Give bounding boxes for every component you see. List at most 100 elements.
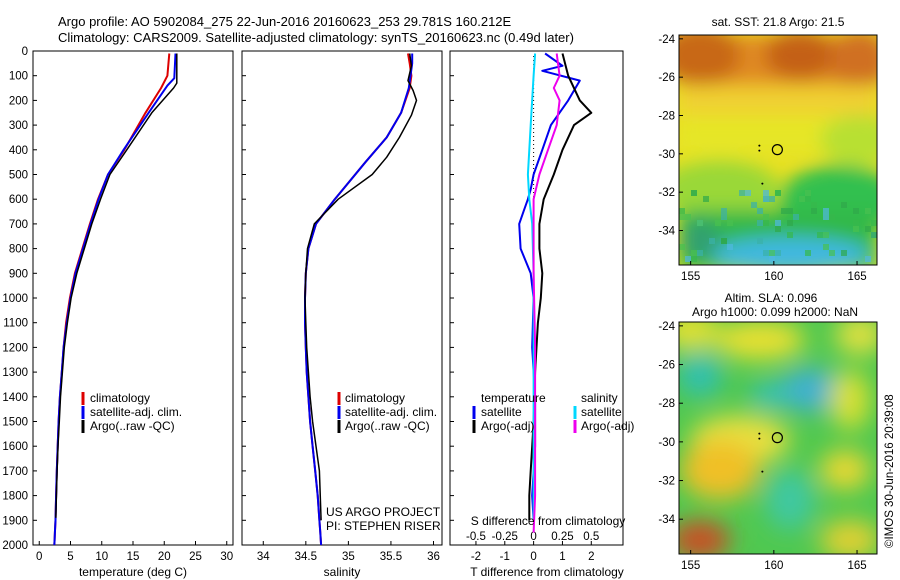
header-line-1: Argo profile: AO 5902084_275 22-Jun-2016… [58, 14, 512, 29]
sst-pixel [763, 190, 769, 196]
x-tick-label-secondary: 0 [530, 531, 536, 543]
x-tick-label: 5 [67, 551, 73, 563]
sst-pixel [703, 196, 709, 202]
y-tick-label: 1700 [2, 466, 28, 478]
y-tick-label: 500 [9, 170, 28, 182]
legend-label-sal-argo: Argo(-adj) [581, 419, 634, 433]
series-line [304, 53, 413, 546]
series-line [53, 53, 177, 546]
sst-pixel [805, 196, 811, 202]
x-tick-label: 30 [220, 551, 233, 563]
x-tick-label: 10 [95, 551, 108, 563]
track-dot [758, 432, 761, 435]
series-line [532, 53, 561, 533]
sla-map-axes: 155 160 165 -24 -26 -28 -30 -32 -34 [658, 321, 866, 572]
sst-pixels [679, 190, 877, 262]
series-line [526, 53, 537, 521]
x-tick-label: 0 [530, 551, 536, 563]
sst-pixel [679, 208, 685, 214]
salinity-panel-frame [241, 50, 443, 546]
sst-pixel [763, 220, 769, 226]
x-tick-label: 160 [764, 271, 783, 283]
sla-map-frame [678, 321, 878, 555]
x-tick-label: 36 [427, 551, 440, 563]
sst-pixel [697, 250, 703, 256]
y-tick-label: 1500 [2, 417, 28, 429]
y-tick-label: 1000 [2, 293, 28, 305]
x-tick-label: 34.5 [295, 551, 317, 563]
x-tick-label: 155 [681, 271, 700, 283]
sst-pixel [757, 220, 763, 226]
sst-pixel [691, 190, 697, 196]
sst-pixel [727, 244, 733, 250]
sst-map [679, 35, 877, 265]
x-tick-label: 35 [342, 551, 355, 563]
track-dot [758, 437, 761, 440]
sst-pixel [679, 244, 685, 250]
x-tick-label: 15 [127, 551, 140, 563]
temperature-legend: climatology satellite-adj. clim. Argo(..… [81, 391, 182, 433]
legend-label-satellite: satellite-adj. clim. [345, 405, 437, 419]
sst-pixel [781, 208, 787, 214]
sst-pixel [871, 232, 877, 238]
y-tick-label: -24 [658, 321, 675, 333]
sst-pixel [709, 238, 715, 244]
sst-pixel [679, 214, 685, 220]
series-line [518, 52, 581, 521]
x-tick-label-secondary: -0.5 [466, 531, 486, 543]
series-line [55, 53, 178, 518]
sst-pixel [865, 208, 871, 214]
series-line [528, 53, 593, 521]
sst-pixel [775, 226, 781, 232]
y-tick-label: 100 [9, 71, 28, 83]
sst-pixel [805, 250, 811, 256]
y-tick-label: 1900 [2, 515, 28, 527]
sst-pixel [871, 220, 877, 226]
y-tick-label: -26 [658, 72, 675, 84]
sst-pixel [751, 202, 757, 208]
sst-pixel [865, 256, 871, 262]
project-credit: US ARGO PROJECT [326, 505, 441, 519]
sst-pixel [763, 250, 769, 256]
salinity-legend: climatology satellite-adj. clim. Argo(..… [337, 391, 437, 433]
sst-pixel [745, 190, 751, 196]
x-tick-label: 34 [257, 551, 270, 563]
sst-pixel [769, 196, 775, 202]
y-tick-label: 400 [9, 145, 28, 157]
sst-pixel [769, 250, 775, 256]
legend-label-argo: Argo(..raw -QC) [345, 419, 430, 433]
sst-pixel [775, 190, 781, 196]
y-tick-label: 0 [22, 46, 28, 58]
y-tick-label: -32 [658, 187, 675, 199]
x-tick-label: 155 [681, 560, 700, 572]
y-tick-label: -28 [658, 398, 675, 410]
sst-pixel [817, 232, 823, 238]
sst-pixel [691, 250, 697, 256]
sst-pixel [787, 232, 793, 238]
sst-pixel [763, 196, 769, 202]
temperature-plot: 0 5 10 15 20 25 30 [36, 53, 233, 563]
y-tick-label: -34 [658, 226, 675, 238]
sst-pixel [685, 214, 691, 220]
sst-pixel [727, 220, 733, 226]
sst-pixel [811, 202, 817, 208]
legend-label-sal-satellite: satellite [581, 405, 622, 419]
sst-pixel [793, 214, 799, 220]
sla-map [679, 322, 877, 554]
x-tick-label: 25 [189, 551, 202, 563]
x-tick-label: 35.5 [380, 551, 402, 563]
sst-pixel [841, 250, 847, 256]
legend-label-climatology: climatology [345, 391, 405, 405]
pi-credit: PI: STEPHEN RISER [326, 519, 441, 533]
sst-pixel [775, 220, 781, 226]
sst-pixel [841, 202, 847, 208]
x-tick-label-secondary: 0.5 [583, 531, 599, 543]
salinity-plot: 34 34.5 35 35.5 36 [257, 53, 440, 563]
y-tick-label: -28 [658, 111, 675, 123]
sst-map-title: sat. SST: 21.8 Argo: 21.5 [712, 15, 845, 29]
y-tick-label: -30 [658, 437, 675, 449]
x-tick-label: 160 [764, 560, 783, 572]
sst-pixel [763, 214, 769, 220]
x-tick-label: -2 [471, 551, 481, 563]
